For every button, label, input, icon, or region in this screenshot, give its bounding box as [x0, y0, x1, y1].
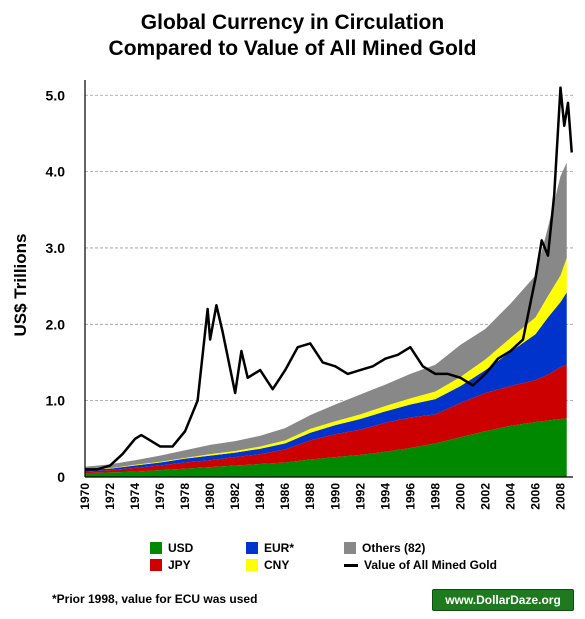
x-tick-label-1978: 1978: [178, 483, 192, 510]
x-tick-label-1976: 1976: [153, 483, 167, 510]
legend-label: Value of All Mined Gold: [364, 558, 497, 572]
footnote: *Prior 1998, value for ECU was used: [52, 592, 258, 606]
y-tick-label-5: 5.0: [46, 87, 66, 103]
legend-swatch: [344, 563, 358, 567]
legend-item-value-of-all-mined-gold: Value of All Mined Gold: [344, 558, 497, 572]
axes: [84, 80, 573, 478]
legend-label: USD: [168, 541, 194, 555]
legend-swatch: [246, 542, 258, 554]
legend-label: EUR*: [264, 541, 295, 555]
x-tick-label-1982: 1982: [228, 483, 242, 510]
x-tick-label-1992: 1992: [353, 483, 367, 510]
x-tick-label-1980: 1980: [203, 483, 217, 510]
y-tick-label-0: 0: [57, 469, 65, 485]
gold-value-line: [85, 86, 573, 471]
x-tick-label-2004: 2004: [503, 483, 517, 510]
legend-item-usd: USD: [150, 541, 193, 555]
x-tick-label-1988: 1988: [303, 483, 317, 510]
legend-swatch: [150, 559, 162, 571]
x-tick-label-1974: 1974: [128, 483, 142, 510]
area-series-eur-: [85, 292, 567, 472]
legend-item-eur-: EUR*: [246, 541, 294, 555]
x-tick-label-2000: 2000: [453, 483, 467, 510]
chart-title: Global Currency in Circulation Compared …: [0, 10, 585, 62]
legend-swatch: [150, 542, 162, 554]
x-tick-label-1996: 1996: [403, 483, 417, 510]
chart-title-line1: Global Currency in Circulation: [140, 11, 445, 34]
y-tick-label-1: 1.0: [46, 393, 66, 409]
y-axis-label: US$ Trillions: [11, 234, 30, 337]
x-tick-label-2002: 2002: [478, 483, 492, 510]
x-tick-labels: 1970 1972 1974 1976 1978 1980 1982 1984 1986 1988…: [78, 483, 567, 510]
legend-swatch: [344, 542, 356, 554]
x-tick-label-1970: 1970: [78, 483, 92, 510]
legend-item-cny: CNY: [246, 558, 289, 572]
chart-title-line2: Compared to Value of All Mined Gold: [108, 37, 477, 60]
x-tick-label-1990: 1990: [328, 483, 342, 510]
x-tick-label-2008: 2008: [553, 483, 567, 510]
x-tick-label-1986: 1986: [278, 483, 292, 510]
y-tick-label-2: 2.0: [46, 316, 66, 332]
area-series-cny: [85, 257, 567, 471]
area-series-usd: [85, 418, 567, 477]
legend-label: Others (82): [362, 541, 426, 555]
legend-label: JPY: [168, 558, 191, 572]
y-tick-label-3: 3.0: [46, 240, 66, 256]
x-tick-label-2006: 2006: [528, 483, 542, 510]
y-tick-labels: 0 1.0 2.0 3.0 4.0 5.0: [46, 87, 66, 485]
stacked-areas: [85, 162, 567, 477]
x-tick-label-1972: 1972: [103, 483, 117, 510]
legend-swatch: [246, 559, 258, 571]
x-tick-label-1994: 1994: [378, 483, 392, 510]
y-tick-label-4: 4.0: [46, 164, 66, 180]
area-series-jpy: [85, 364, 567, 474]
x-tick-label-1984: 1984: [253, 483, 267, 510]
legend-item-others-82-: Others (82): [344, 541, 425, 555]
gold-line-layer: [85, 86, 573, 471]
legend-label: CNY: [264, 558, 290, 572]
x-tick-label-1998: 1998: [428, 483, 442, 510]
legend-item-jpy: JPY: [150, 558, 191, 572]
watermark-badge: www.DollarDaze.org: [432, 589, 574, 611]
